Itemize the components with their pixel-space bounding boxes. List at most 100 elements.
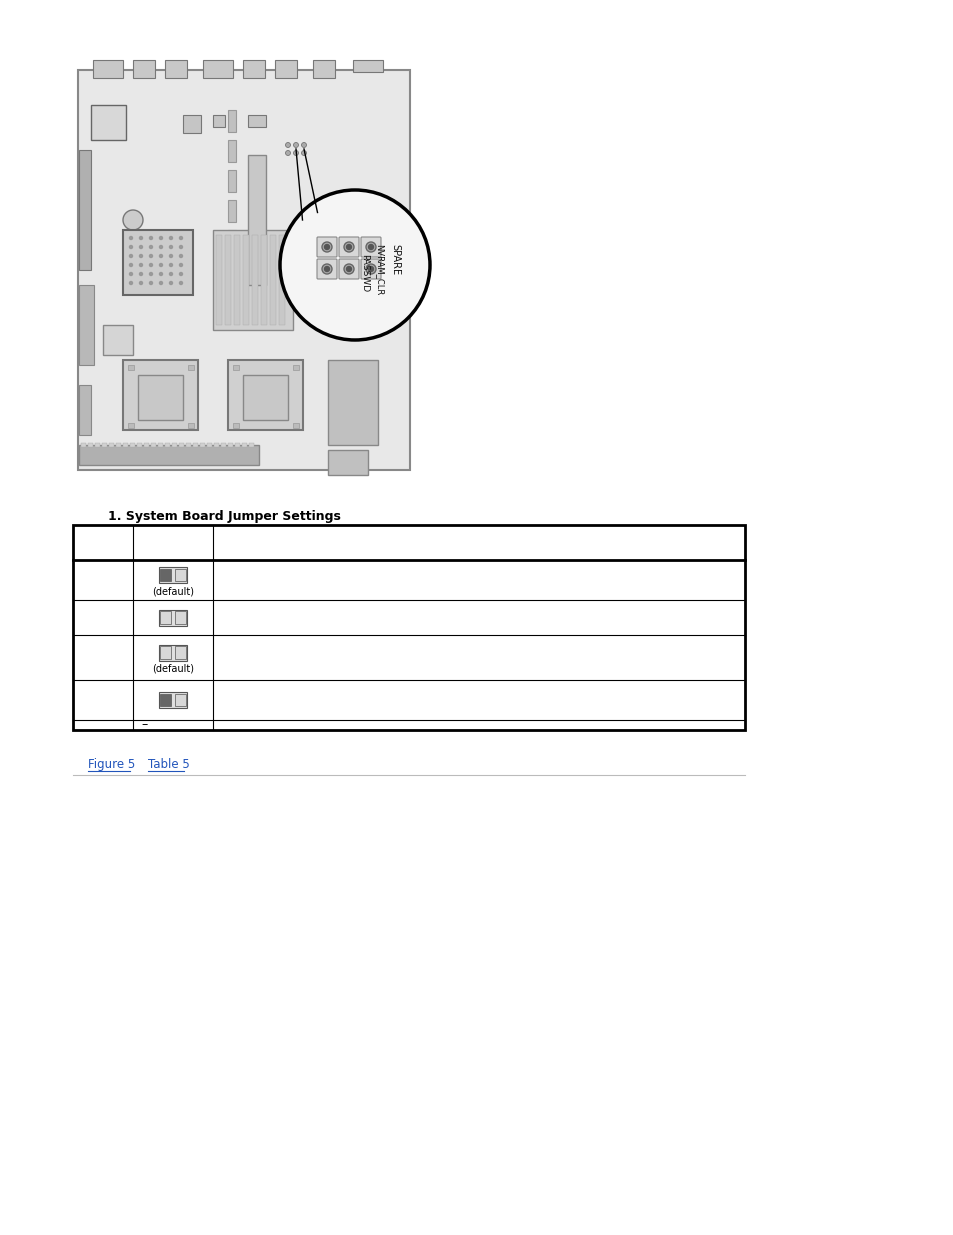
Bar xyxy=(128,366,133,370)
Circle shape xyxy=(170,282,172,284)
Circle shape xyxy=(280,190,430,340)
Circle shape xyxy=(170,236,172,240)
FancyBboxPatch shape xyxy=(316,259,336,279)
Circle shape xyxy=(346,267,351,272)
Bar xyxy=(233,235,240,325)
Bar xyxy=(233,366,239,370)
Bar xyxy=(243,61,265,78)
Circle shape xyxy=(285,151,291,156)
Bar xyxy=(200,443,205,447)
Bar xyxy=(81,443,86,447)
Circle shape xyxy=(159,282,162,284)
Circle shape xyxy=(130,246,132,248)
Bar xyxy=(248,156,266,285)
Text: (default): (default) xyxy=(152,663,193,673)
Bar xyxy=(228,110,235,132)
Bar xyxy=(234,443,240,447)
Circle shape xyxy=(324,245,329,249)
Bar xyxy=(183,115,201,133)
Bar xyxy=(103,325,132,354)
Bar xyxy=(353,61,382,72)
Circle shape xyxy=(130,273,132,275)
Bar xyxy=(160,646,171,658)
Circle shape xyxy=(130,254,132,258)
Circle shape xyxy=(159,273,162,275)
Bar xyxy=(174,611,186,624)
Bar xyxy=(243,235,249,325)
Bar xyxy=(228,140,235,162)
Bar xyxy=(293,424,298,429)
Circle shape xyxy=(344,242,354,252)
Text: NVRAM_CLR: NVRAM_CLR xyxy=(375,245,384,295)
Circle shape xyxy=(346,245,351,249)
Bar xyxy=(78,70,410,471)
Bar xyxy=(274,61,296,78)
Circle shape xyxy=(368,267,374,272)
Circle shape xyxy=(139,282,142,284)
Circle shape xyxy=(179,263,182,267)
Bar xyxy=(88,443,92,447)
Bar xyxy=(123,359,198,430)
Circle shape xyxy=(366,242,375,252)
Bar xyxy=(221,443,226,447)
Circle shape xyxy=(179,246,182,248)
Circle shape xyxy=(301,151,306,156)
Bar xyxy=(160,611,171,624)
Circle shape xyxy=(344,264,354,274)
Bar xyxy=(151,443,156,447)
Bar xyxy=(228,200,235,222)
Circle shape xyxy=(322,264,332,274)
Circle shape xyxy=(159,263,162,267)
Circle shape xyxy=(150,236,152,240)
Bar xyxy=(243,375,288,420)
Bar xyxy=(193,443,198,447)
Bar xyxy=(174,694,186,706)
FancyBboxPatch shape xyxy=(316,237,336,257)
Circle shape xyxy=(179,236,182,240)
Bar xyxy=(102,443,107,447)
Bar xyxy=(249,443,253,447)
Bar xyxy=(165,61,187,78)
Circle shape xyxy=(159,236,162,240)
Bar xyxy=(130,443,135,447)
Bar xyxy=(109,443,113,447)
Text: PASSWD: PASSWD xyxy=(360,254,369,291)
Bar xyxy=(233,424,239,429)
Bar xyxy=(186,443,191,447)
Circle shape xyxy=(170,246,172,248)
Bar xyxy=(79,149,91,270)
Bar xyxy=(73,525,744,730)
Bar xyxy=(278,235,285,325)
Bar xyxy=(159,645,187,661)
Bar xyxy=(160,694,171,706)
Bar xyxy=(79,445,258,466)
Bar xyxy=(188,424,193,429)
Circle shape xyxy=(159,246,162,248)
Bar xyxy=(144,443,149,447)
Bar xyxy=(79,285,94,366)
Bar xyxy=(158,443,163,447)
Bar xyxy=(242,443,247,447)
Circle shape xyxy=(179,282,182,284)
Text: (default): (default) xyxy=(152,585,193,597)
Circle shape xyxy=(368,245,374,249)
Bar xyxy=(261,235,267,325)
Bar xyxy=(252,235,257,325)
Circle shape xyxy=(150,254,152,258)
FancyBboxPatch shape xyxy=(338,259,358,279)
Bar xyxy=(228,170,235,191)
Bar xyxy=(215,235,222,325)
Bar xyxy=(172,443,177,447)
Bar xyxy=(228,230,235,252)
Bar xyxy=(188,366,193,370)
Circle shape xyxy=(150,246,152,248)
Text: SPARE: SPARE xyxy=(390,245,399,275)
Bar xyxy=(270,235,275,325)
Circle shape xyxy=(150,282,152,284)
Bar xyxy=(179,443,184,447)
Bar xyxy=(116,443,121,447)
Circle shape xyxy=(170,263,172,267)
Bar xyxy=(137,443,142,447)
Bar xyxy=(91,105,126,140)
Text: –: – xyxy=(141,719,147,731)
